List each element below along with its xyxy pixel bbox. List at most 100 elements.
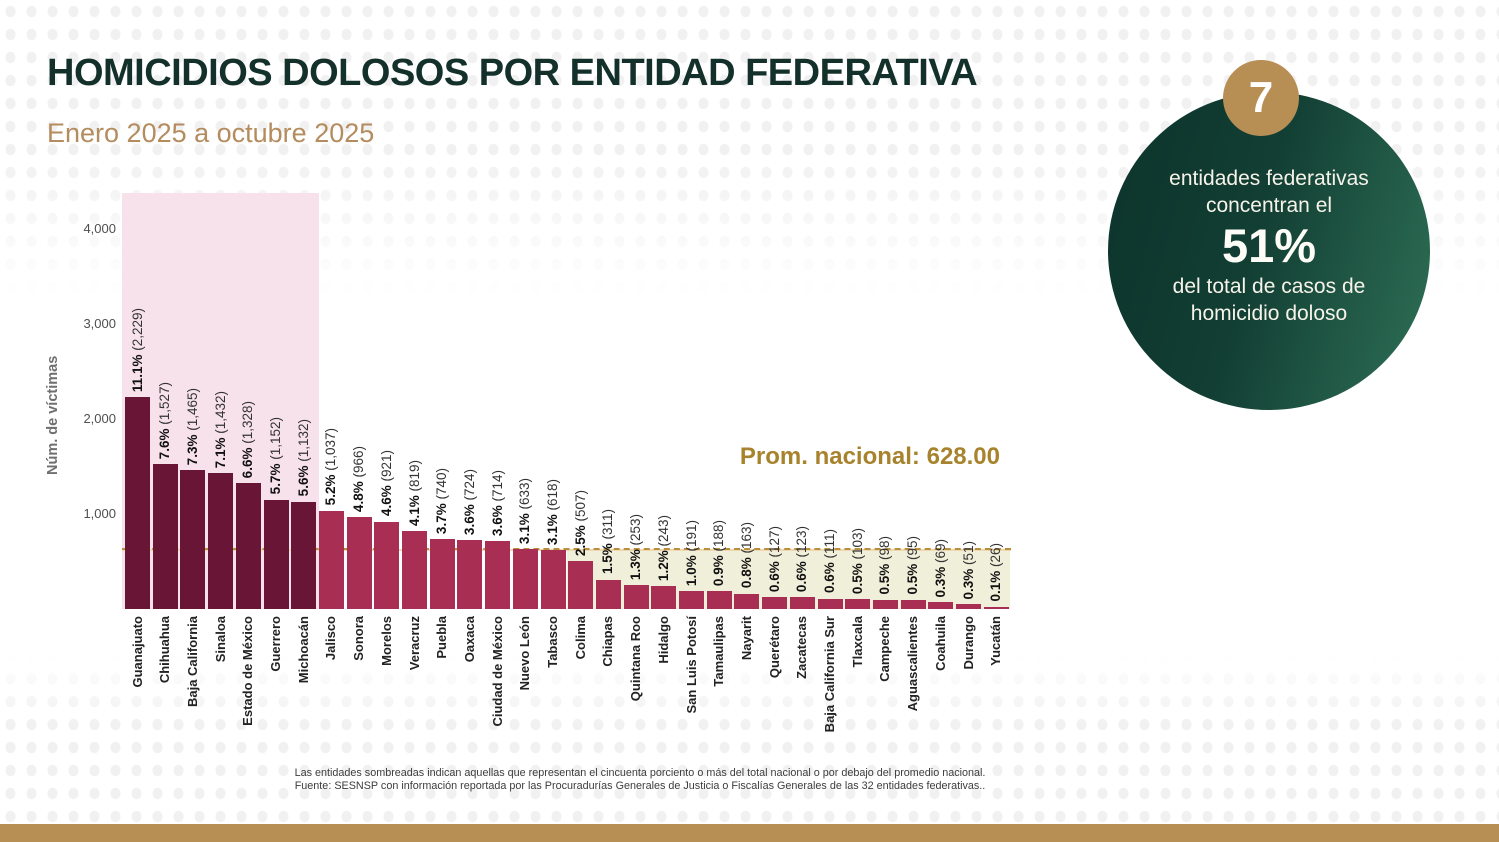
bar-Quintana Roo [623, 585, 649, 609]
x-axis-label: Guanajuato [129, 616, 145, 688]
bar-Chiapas [595, 579, 621, 609]
bar-Guerrero [263, 499, 289, 609]
bar-value-label: 7.1% (1,432) [212, 390, 228, 468]
summary-line2: concentran el [1205, 194, 1333, 217]
bar-Sinaloa [208, 473, 234, 609]
x-axis-label: Hidalgo [655, 616, 671, 664]
x-axis-label: Jalisco [323, 616, 339, 661]
bar-value-label: 4.8% (966) [351, 446, 367, 513]
y-tick-1,000: 1,000 [83, 506, 116, 521]
bar-value-label: 0.3% (69) [932, 538, 948, 598]
x-axis-label: Morelos [378, 616, 394, 666]
footnote-line1: Las entidades sombreadas indican aquella… [294, 767, 986, 779]
bar-value-label: 1.0% (191) [683, 519, 699, 586]
bar-Tabasco [540, 550, 566, 609]
national-average-line [122, 548, 1011, 551]
bar-value-label: 0.6% (123) [794, 526, 810, 593]
footnote: Las entidades sombreadas indican aquella… [110, 767, 1170, 793]
bar-value-label: 0.5% (98) [877, 536, 893, 595]
bar-Sonora [346, 517, 372, 609]
bar-value-label: 11.1% (2,229) [129, 308, 145, 393]
bar-value-label: 3.1% (618) [545, 479, 560, 546]
x-axis-label: Michoacán [295, 616, 311, 684]
bar-Coahuila [928, 602, 954, 609]
bar-Veracruz [402, 531, 427, 609]
x-axis-label: Yucatán [988, 616, 1004, 666]
y-tick-4,000: 4,000 [83, 221, 116, 236]
bar-Chihuahua [152, 463, 178, 609]
bar-value-label: 7.3% (1,465) [184, 387, 200, 465]
bar-Puebla [429, 538, 455, 609]
x-axis-label: Nayarit [738, 616, 754, 661]
bar-value-label: 3.6% (714) [489, 470, 505, 537]
x-axis-label: Ciudad de México [489, 616, 505, 727]
x-axis-label: Guerrero [268, 616, 283, 672]
x-axis-label: Sonora [351, 616, 367, 661]
bar-Ciudad de México [485, 541, 511, 609]
y-tick-3,000: 3,000 [83, 316, 116, 331]
bar-Oaxaca [457, 540, 483, 609]
x-axis-label: Oaxaca [461, 616, 477, 663]
bar-Hidalgo [651, 585, 677, 609]
bar-Yucatán [983, 606, 1009, 609]
bar-Nuevo León [512, 548, 538, 609]
summary-stat: 51% [1221, 219, 1317, 272]
bar-San Luis Potosí [679, 590, 704, 609]
x-axis-label: Tlaxcala [849, 616, 865, 668]
summary-line3: del total de casos de [1172, 275, 1366, 298]
bar-value-label: 4.6% (921) [378, 450, 394, 517]
bar-Durango [956, 604, 981, 609]
bar-value-label: 0.9% (188) [711, 520, 727, 587]
x-axis-label: San Luis Potosí [683, 616, 699, 714]
footer-bar [0, 824, 1499, 842]
x-axis-label: Aguascalientes [905, 616, 921, 712]
y-tick-2,000: 2,000 [83, 411, 116, 426]
bar-Querétaro [762, 596, 788, 609]
x-axis-label: Durango [960, 616, 976, 670]
x-axis-label: Chiapas [600, 616, 616, 667]
x-axis-label: Tabasco [545, 616, 560, 668]
bar-value-label: 1.2% (243) [655, 514, 671, 581]
bar-Michoacán [291, 501, 317, 609]
bar-Nayarit [734, 593, 760, 609]
x-axis-label: Puebla [434, 616, 450, 659]
summary-circle [1108, 92, 1430, 410]
bar-value-label: 0.6% (127) [766, 525, 782, 592]
bar-Jalisco [318, 510, 344, 609]
bar-value-label: 0.8% (163) [738, 522, 754, 589]
bar-Morelos [374, 521, 400, 609]
bar-value-label: 4.1% (819) [406, 460, 422, 527]
bar-value-label: 0.5% (95) [905, 536, 921, 595]
bar-value-label: 0.3% (51) [960, 540, 976, 600]
x-axis-label: Sinaloa [212, 616, 228, 663]
bar-value-label: 0.5% (103) [849, 528, 865, 595]
bar-Baja California [180, 469, 206, 609]
y-axis-title: Núm. de víctimas [45, 355, 61, 475]
summary-text: entidades federativas concentran el 51% … [1108, 165, 1430, 327]
count-badge: 7 [1223, 60, 1299, 136]
bar-value-label: 5.6% (1,132) [295, 419, 311, 497]
x-axis-label: Tamaulipas [711, 616, 727, 687]
bar-value-label: 7.6% (1,527) [157, 381, 173, 459]
bar-Guanajuato [125, 397, 150, 609]
summary-line1: entidades federativas [1169, 167, 1369, 190]
x-axis-label: Baja California Sur [822, 616, 837, 733]
bar-Zacatecas [789, 597, 815, 609]
bar-Campeche [872, 599, 898, 609]
summary-line4: homicidio doloso [1190, 302, 1348, 325]
x-axis-label: Zacatecas [794, 616, 810, 679]
x-axis-label: Querétaro [766, 616, 782, 679]
x-axis-label: Estado de México [240, 616, 256, 726]
bar-value-label: 3.6% (724) [461, 469, 477, 536]
bar-Estado de México [235, 482, 261, 609]
bar-value-label: 6.6% (1,328) [240, 400, 256, 478]
bar-value-label: 5.7% (1,152) [268, 417, 283, 495]
bar-value-label: 1.3% (253) [628, 513, 644, 580]
bar-Tamaulipas [706, 591, 732, 609]
footnote-line2: Fuente: SESNSP con información reportada… [294, 780, 986, 792]
bar-Aguascalientes [900, 600, 926, 609]
bar-Tlaxcala [845, 599, 871, 609]
x-axis-label: Chihuahua [157, 616, 173, 684]
x-axis-label: Campeche [877, 616, 893, 682]
